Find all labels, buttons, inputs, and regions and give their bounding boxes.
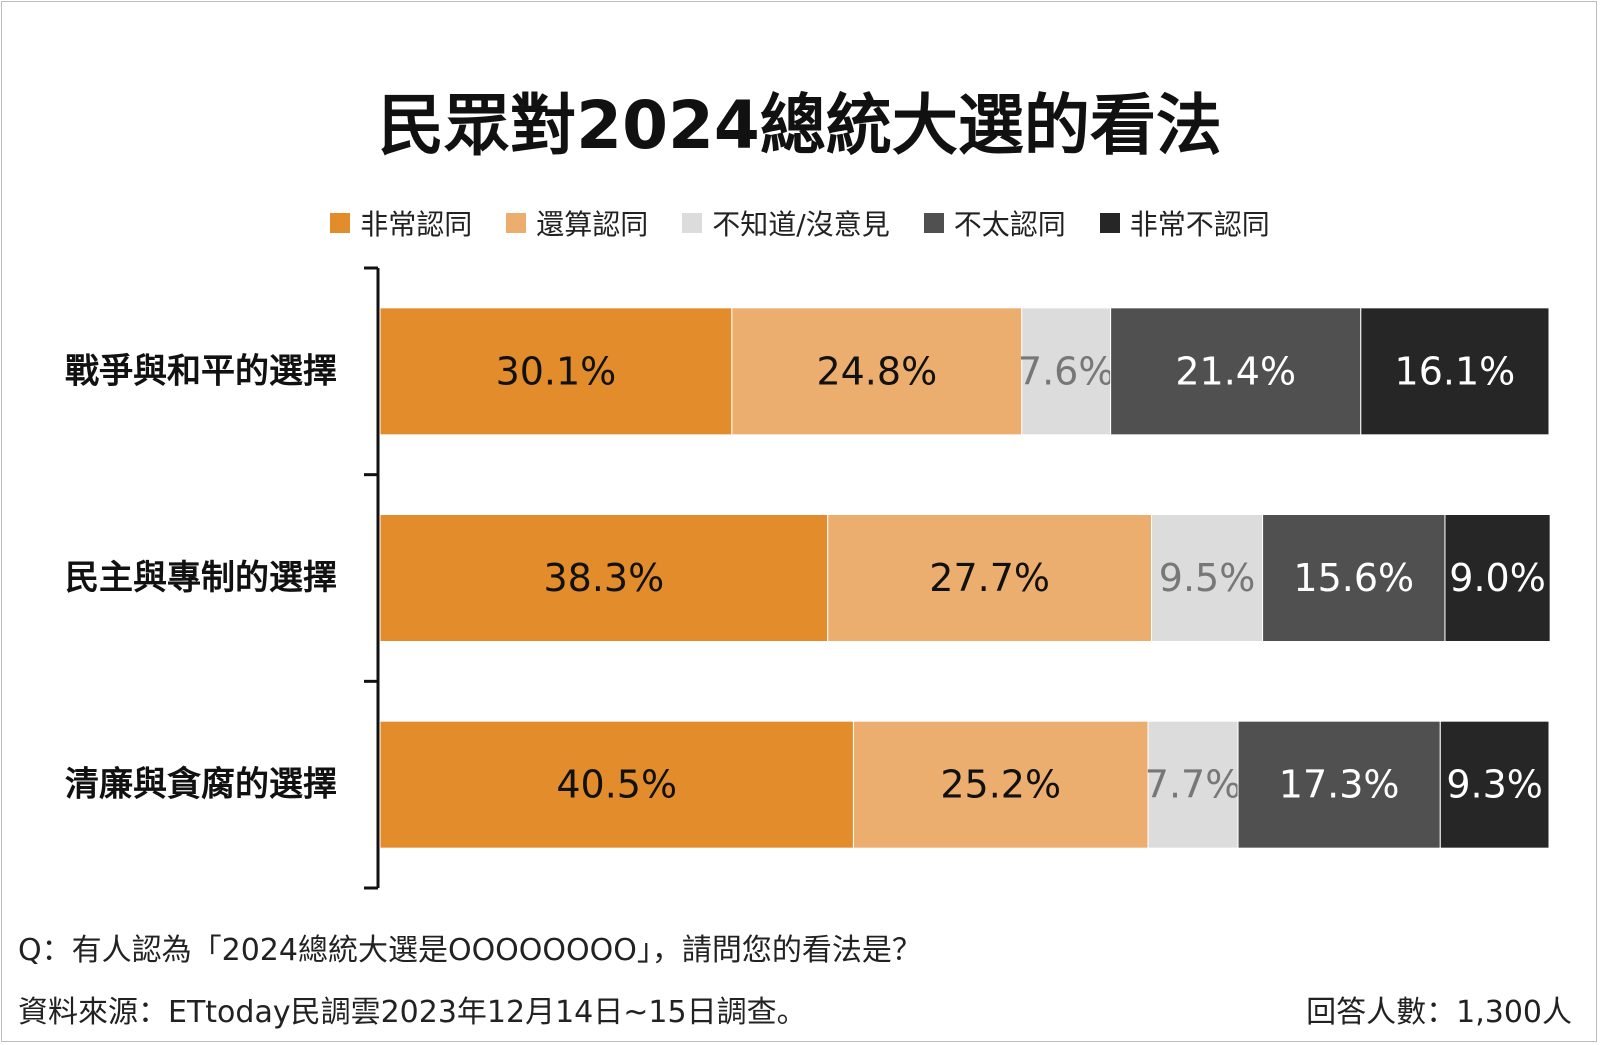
data-label-2-0: 40.5% — [556, 763, 677, 807]
bar-1-1 — [827, 514, 1153, 642]
category-label-1: 民主與專制的選擇 — [65, 558, 337, 598]
legend-label-1: 還算認同 — [536, 208, 649, 241]
bar-1-0 — [379, 514, 829, 642]
data-label-0-2: 7.6% — [1018, 349, 1115, 393]
bar-0-3 — [1110, 307, 1362, 436]
data-label-2-1: 25.2% — [940, 763, 1061, 807]
legend-label-0: 非常認同 — [360, 208, 473, 241]
legend-swatch-4 — [1099, 213, 1120, 233]
bar-1-3 — [1262, 514, 1446, 642]
bar-1-4 — [1444, 514, 1551, 642]
bar-2-2 — [1147, 720, 1239, 849]
data-source: 資料來源：ETtoday民調雲2023年12月14日~15日調查。 — [18, 995, 807, 1030]
legend-label-2: 不知道/沒意見 — [712, 208, 890, 241]
data-label-1-0: 38.3% — [544, 556, 665, 600]
legend: 非常認同 還算認同 不知道/沒意見 不太認同 非常不認同 — [0, 203, 1600, 243]
bar-2-4 — [1439, 720, 1550, 849]
data-label-0-0: 30.1% — [496, 349, 617, 393]
legend-item-0: 非常認同 — [330, 203, 472, 243]
sample-size: 回答人數：1,300人 — [1306, 995, 1572, 1030]
legend-swatch-3 — [923, 213, 944, 233]
category-label-2: 清廉與貪腐的選擇 — [65, 765, 337, 805]
chart-title: 民眾對2024總統大選的看法 — [378, 87, 1222, 164]
legend-swatch-1 — [506, 213, 527, 233]
legend-item-3: 不太認同 — [923, 203, 1066, 243]
bar-2-1 — [852, 720, 1149, 849]
legend-swatch-0 — [330, 213, 351, 233]
data-label-0-4: 16.1% — [1395, 349, 1516, 393]
bar-2-3 — [1237, 720, 1441, 849]
data-label-1-4: 9.0% — [1449, 556, 1546, 600]
bar-0-1 — [731, 307, 1023, 436]
legend-item-4: 非常不認同 — [1099, 203, 1270, 243]
data-label-1-1: 27.7% — [929, 556, 1050, 600]
data-label-2-2: 7.7% — [1145, 763, 1242, 807]
bar-1-2 — [1151, 514, 1264, 642]
legend-item-2: 不知道/沒意見 — [682, 203, 890, 243]
data-label-1-3: 15.6% — [1293, 556, 1414, 600]
survey-question: Q：有人認為「2024總統大選是OOOOOOOO」，請問您的看法是？ — [18, 933, 922, 968]
legend-item-1: 還算認同 — [506, 203, 648, 243]
bar-0-0 — [379, 307, 733, 436]
bar-2-0 — [379, 720, 854, 849]
data-label-1-2: 9.5% — [1159, 556, 1256, 600]
legend-label-3: 不太認同 — [953, 208, 1066, 241]
data-label-0-3: 21.4% — [1175, 349, 1296, 393]
data-label-0-1: 24.8% — [816, 349, 937, 393]
category-label-0: 戰爭與和平的選擇 — [65, 351, 337, 391]
data-label-2-3: 17.3% — [1279, 763, 1400, 807]
data-label-2-4: 9.3% — [1446, 763, 1543, 807]
legend-swatch-2 — [682, 213, 703, 233]
legend-label-4: 非常不認同 — [1129, 208, 1270, 241]
bar-0-4 — [1360, 307, 1550, 436]
